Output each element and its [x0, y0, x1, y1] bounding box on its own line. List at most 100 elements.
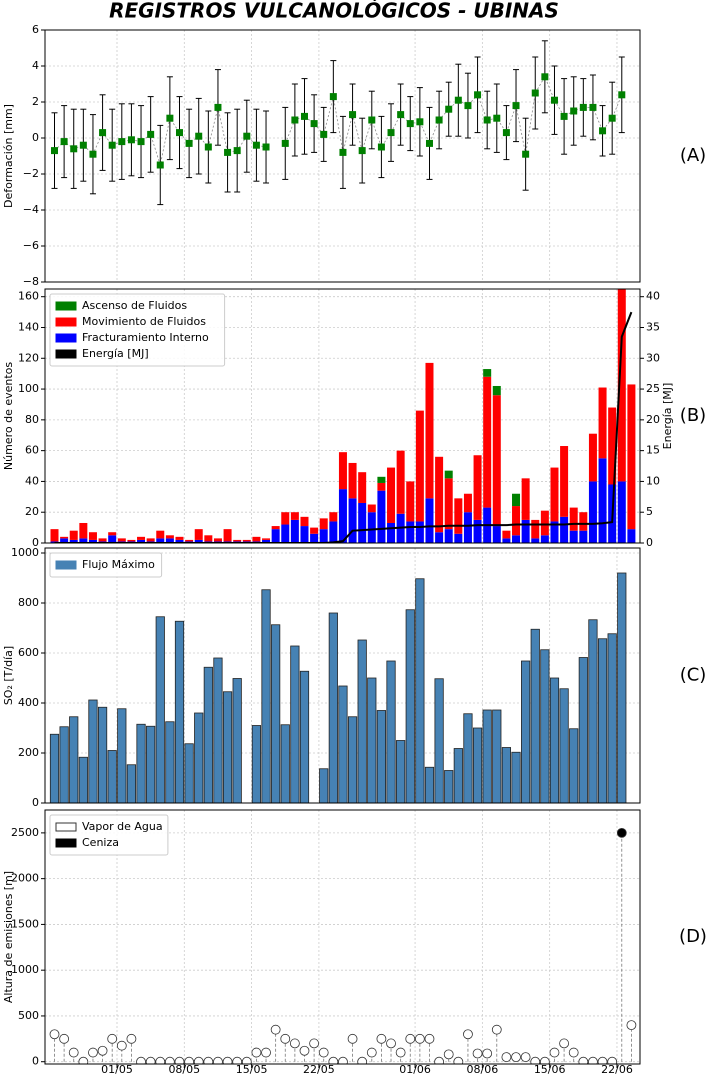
- marker: [51, 147, 58, 155]
- bar-segment: [579, 530, 588, 543]
- bar-segment: [300, 516, 309, 527]
- bar-segment: [319, 518, 328, 530]
- bar-segment: [233, 539, 242, 542]
- panel-label: (A): [680, 145, 706, 166]
- marker: [464, 102, 472, 110]
- stem-marker: [482, 1048, 493, 1059]
- frame: [44, 288, 641, 544]
- bar-segment: [483, 376, 492, 508]
- stem-marker: [136, 1056, 146, 1064]
- stem-marker: [222, 1056, 233, 1064]
- panel-label: (C): [680, 665, 707, 686]
- marker: [118, 138, 126, 146]
- stem-marker: [357, 1056, 368, 1064]
- bar-segment: [540, 510, 549, 536]
- bar-segment: [88, 532, 97, 540]
- bar-segment: [512, 493, 521, 507]
- bar: [396, 740, 406, 803]
- y-axis-label: SO₂ [T/día]: [2, 646, 15, 705]
- bar: [155, 616, 165, 803]
- legend-swatch: [55, 349, 77, 359]
- bar: [521, 660, 531, 803]
- marker: [397, 111, 405, 119]
- stem-marker: [539, 1056, 550, 1064]
- bar: [405, 609, 415, 803]
- bar-segment: [396, 450, 405, 514]
- marker: [60, 138, 68, 146]
- bar-segment: [569, 530, 578, 543]
- stem-marker: [405, 1033, 416, 1044]
- stem-marker: [145, 1056, 156, 1064]
- y2-axis-label: Energía [MJ]: [661, 383, 674, 450]
- bar: [597, 638, 608, 803]
- stem-marker: [261, 1047, 271, 1058]
- bar-segment: [463, 512, 472, 543]
- y-tick-label: 0: [32, 1055, 39, 1068]
- bar-segment: [550, 467, 559, 522]
- bar: [203, 666, 213, 803]
- bar: [540, 649, 550, 803]
- y-axis-label: Altura de emisiones [m]: [2, 871, 15, 1003]
- stem-marker: [376, 1033, 387, 1044]
- stem-marker: [511, 1052, 521, 1063]
- connector-line: [284, 75, 623, 155]
- bar-segment: [463, 493, 472, 513]
- bar: [549, 677, 560, 803]
- marker: [435, 116, 443, 124]
- y2-tick-label: 40: [646, 290, 660, 303]
- x-tick-label: 22/06: [601, 1063, 633, 1076]
- stem-marker: [78, 1056, 89, 1064]
- stem-marker: [597, 1056, 608, 1064]
- marker: [416, 118, 424, 126]
- marker: [618, 91, 626, 99]
- bar-segment: [79, 538, 88, 543]
- legend-swatch: [55, 560, 77, 570]
- bar-segment: [377, 490, 386, 543]
- y2-tick-label: 15: [646, 444, 660, 457]
- marker: [127, 136, 135, 144]
- stem-marker: [463, 1029, 473, 1040]
- x-tick-label: 22/05: [303, 1063, 335, 1076]
- bar-segment: [367, 504, 376, 513]
- bar-segment: [598, 387, 607, 459]
- bar: [347, 716, 358, 803]
- bar-segment: [223, 529, 232, 542]
- bar-segment: [175, 539, 184, 543]
- y-tick-label: 1000: [11, 546, 39, 559]
- bar-segment: [262, 538, 271, 540]
- stem-marker: [126, 1033, 137, 1044]
- bar: [415, 578, 425, 803]
- bar: [319, 768, 329, 803]
- bar-segment: [242, 539, 251, 542]
- y2-tick-label: 5: [646, 505, 653, 518]
- marker: [175, 129, 183, 137]
- bar: [511, 751, 521, 803]
- bar: [482, 709, 492, 803]
- bar-segment: [415, 521, 424, 543]
- y-tick-label: 1000: [11, 963, 39, 976]
- marker: [368, 116, 376, 124]
- marker: [291, 116, 299, 124]
- bar-segment: [108, 535, 117, 543]
- bar: [434, 678, 444, 803]
- marker: [108, 141, 116, 149]
- bar-segment: [146, 538, 155, 542]
- bar: [136, 723, 146, 803]
- marker: [156, 161, 164, 169]
- legend-label: Ceniza: [82, 836, 119, 849]
- stem-marker: [289, 1038, 300, 1049]
- legend-label: Energía [MJ]: [82, 347, 149, 360]
- stem-marker: [453, 1056, 464, 1064]
- stem-marker: [270, 1024, 281, 1035]
- bar-segment: [281, 524, 290, 543]
- bar-segment: [387, 467, 396, 523]
- bar-segment: [156, 538, 165, 543]
- y-tick-label: 0: [32, 796, 39, 809]
- stem-marker: [616, 827, 627, 838]
- bar-segment: [329, 521, 338, 543]
- bar: [117, 708, 127, 803]
- stem-marker: [472, 1048, 483, 1059]
- bar: [59, 726, 69, 803]
- bar: [251, 725, 262, 803]
- bar-segment: [454, 533, 463, 543]
